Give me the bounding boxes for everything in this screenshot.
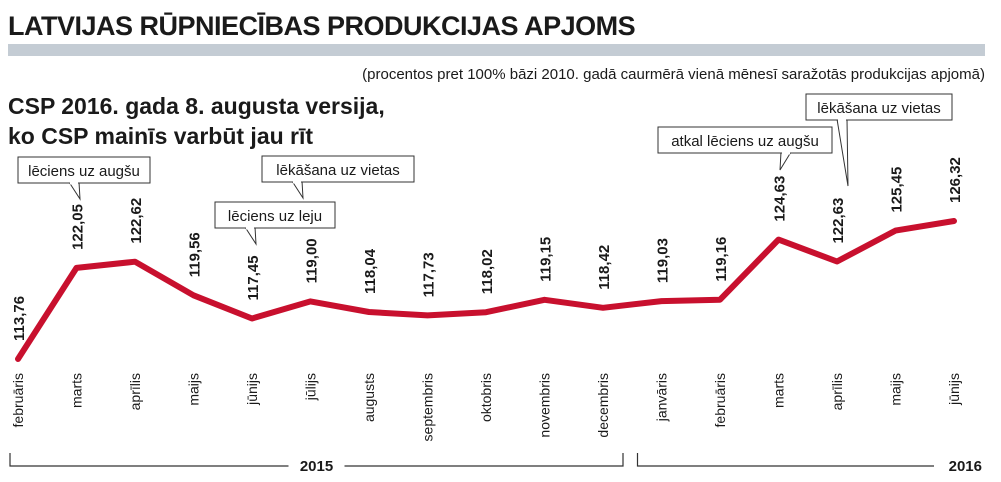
callout-joint: [293, 180, 301, 184]
data-point: [776, 237, 781, 242]
x-tick-label: marts: [69, 373, 85, 408]
value-label: 117,73: [421, 252, 438, 297]
callout-pointer: [291, 180, 304, 200]
value-label: 125,45: [889, 167, 906, 213]
data-point: [308, 299, 313, 304]
x-tick-label: marts: [771, 373, 787, 408]
data-point: [717, 297, 723, 302]
title-underline-bar: [8, 44, 985, 56]
data-point: [542, 297, 547, 302]
x-tick-label: aprīlis: [127, 373, 143, 410]
annotation-callout: lēkāšana uz vietas: [261, 155, 415, 200]
callout-joint: [70, 181, 78, 185]
annotation-callout: lēciens uz augšu: [17, 156, 151, 201]
data-point: [951, 218, 957, 224]
callout-pointer: [779, 151, 792, 171]
annotation-callout: atkal lēciens uz augšu: [657, 126, 833, 171]
x-tick-label: maijs: [888, 373, 904, 406]
series-line-layer: [15, 218, 957, 362]
value-label: 118,42: [596, 245, 613, 290]
value-label: 119,56: [187, 232, 204, 277]
value-label: 122,62: [128, 198, 145, 244]
callout-box: [214, 201, 336, 229]
annotation-label: atkal lēciens uz augšu: [671, 133, 819, 150]
data-point: [425, 313, 430, 318]
data-point: [74, 265, 79, 271]
data-point: [483, 309, 489, 315]
value-label: 122,63: [830, 198, 847, 244]
year-label-bg: [288, 456, 345, 474]
x-tick-label: janvāris: [654, 373, 670, 422]
callout-box: [657, 126, 833, 154]
x-tick-label: augusts: [361, 373, 377, 422]
value-label: 126,32: [947, 157, 964, 203]
data-point: [132, 259, 138, 264]
annotation-label: lēciens uz leju: [228, 208, 322, 225]
data-point: [659, 298, 664, 304]
x-tick-label: septembris: [420, 373, 436, 441]
callout-pointer: [244, 226, 257, 246]
annotation-callout: lēciens uz leju: [214, 201, 336, 246]
value-label: 119,15: [538, 237, 555, 282]
data-point: [249, 316, 255, 321]
value-label: 122,05: [70, 204, 87, 250]
x-tick-label: jūnijs: [244, 373, 260, 406]
x-tick-label: maijs: [186, 373, 202, 406]
headline: CSP 2016. gada 8. augusta versija, ko CS…: [8, 91, 385, 151]
annotation-callout: lēkāšana uz vietas: [805, 93, 953, 187]
headline-line-2: ko CSP mainīs varbūt jau rīt: [8, 123, 314, 149]
x-tick-label: novembris: [537, 373, 553, 438]
year-label-bg: [934, 456, 986, 474]
headline-line-1: CSP 2016. gada 8. augusta versija,: [8, 93, 385, 119]
callout-box: [17, 156, 151, 184]
callout-joint: [246, 226, 254, 230]
value-label: 119,00: [304, 238, 321, 283]
callout-joint: [838, 118, 846, 122]
value-label: 117,45: [245, 255, 262, 300]
x-tick-labels-layer: februāris marts aprīlis maijs jūnijs jūlijs au…: [10, 373, 962, 441]
year-label-2015: 2015: [300, 458, 333, 475]
chart-title: LATVIJAS RŪPNIECĪBAS PRODUKCIJAS APJOMS: [8, 11, 636, 41]
data-point: [366, 309, 372, 315]
x-tick-label: aprīlis: [829, 373, 845, 410]
data-point: [600, 305, 606, 310]
data-point: [893, 228, 898, 233]
value-label: 119,03: [655, 238, 672, 283]
x-tick-label: februāris: [10, 373, 26, 427]
callout-box: [805, 93, 953, 121]
x-tick-label: jūnijs: [946, 373, 962, 406]
data-point: [834, 259, 840, 264]
chart-subtitle: (procentos pret 100% bāzi 2010. gadā cau…: [362, 66, 985, 83]
x-tick-label: oktobris: [478, 373, 494, 422]
x-tick-label: decembris: [595, 373, 611, 438]
value-label: 118,02: [479, 249, 496, 294]
year-label-2016: 2016: [949, 458, 982, 475]
value-label: 118,04: [362, 248, 379, 294]
annotations-layer: lēciens uz augšu lēciens uz leju lēkāšana …: [17, 93, 953, 246]
x-tick-label: jūlijs: [303, 373, 319, 401]
x-tick-label: februāris: [712, 373, 728, 427]
year-brackets-layer: 2015 2016: [9, 453, 986, 475]
callout-pointer: [836, 118, 849, 187]
annotation-label: lēkāšana uz vietas: [276, 162, 399, 179]
value-label: 119,16: [713, 237, 730, 282]
value-label: 113,76: [11, 296, 28, 341]
annotation-label: lēciens uz augšu: [28, 163, 140, 180]
callout-box: [261, 155, 415, 183]
annotation-label: lēkāšana uz vietas: [817, 100, 940, 117]
value-labels-layer: 113,76 122,05 122,62 119,56 117,45 119,00 118,…: [11, 157, 964, 341]
data-point: [191, 293, 196, 298]
value-label: 124,63: [772, 176, 789, 222]
year-bracket-2016: [636, 453, 984, 467]
callout-pointer: [68, 181, 81, 201]
callout-joint: [782, 151, 790, 155]
data-point: [15, 356, 21, 362]
